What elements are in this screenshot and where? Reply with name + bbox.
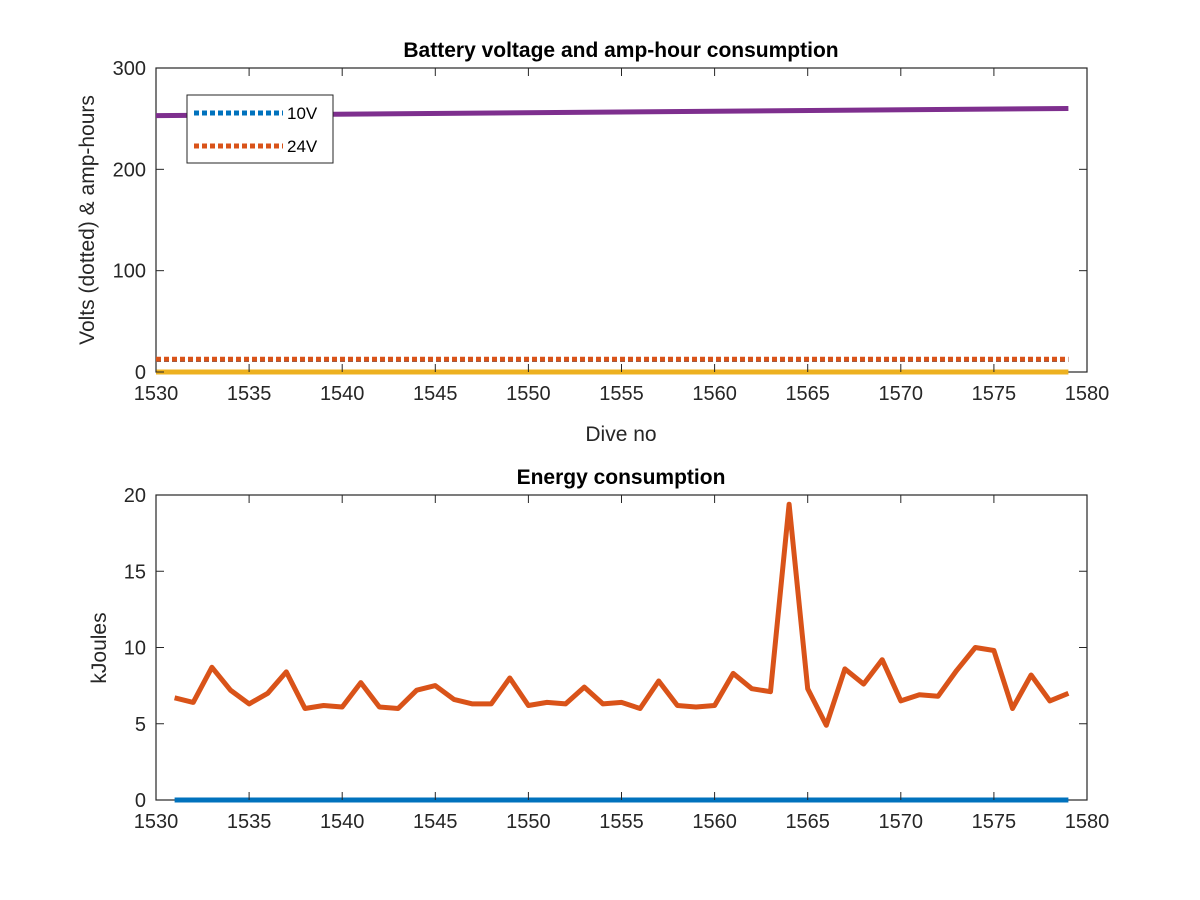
voltage-x-tick-label: 1565: [785, 383, 830, 405]
voltage-x-tick-label: 1575: [972, 383, 1017, 405]
voltage-x-tick-label: 1580: [1065, 383, 1110, 405]
energy-chart-title: Energy consumption: [517, 466, 726, 489]
energy-ticks: 1530 1535 1540 1545 1550 1555 1560 1565 1570 1575…: [124, 485, 1110, 833]
energy-x-tick-label: 1555: [599, 811, 644, 833]
energy-x-tick-label: 1540: [320, 811, 365, 833]
voltage-x-tick-label: 1545: [413, 383, 458, 405]
energy-x-tick-label: 1575: [972, 811, 1017, 833]
legend-box: [186, 94, 334, 164]
voltage-x-tick-label: 1535: [227, 383, 272, 405]
voltage-x-tick-label: 1530: [134, 383, 179, 405]
energy-y-tick-label: 10: [124, 638, 146, 660]
voltage-y-tick-label: 200: [113, 159, 146, 181]
energy-y-tick-label: 15: [124, 561, 146, 583]
energy-x-tick-label: 1580: [1065, 811, 1110, 833]
energy-y-tick-label: 0: [135, 790, 146, 812]
voltage-x-tick-label: 1550: [506, 383, 551, 405]
energy-x-tick-label: 1560: [692, 811, 737, 833]
voltage-y-tick-label: 0: [135, 362, 146, 384]
legend-label-10v: 10V: [287, 104, 318, 123]
voltage-x-tick-label: 1555: [599, 383, 644, 405]
voltage-x-tick-label: 1540: [320, 383, 365, 405]
voltage-chart: 1530 1535 1540 1545 1550 1555 1560 1565 1570 1575…: [76, 39, 1109, 446]
energy-y-tick-label: 5: [135, 714, 146, 736]
energy-y-axis-label: kJoules: [88, 612, 111, 683]
voltage-legend: 10V 24V: [186, 94, 334, 164]
energy-x-tick-label: 1545: [413, 811, 458, 833]
voltage-y-axis-label: Volts (dotted) & amp-hours: [76, 95, 99, 345]
energy-series-1-line: [173, 501, 1070, 728]
legend-label-24v: 24V: [287, 137, 318, 156]
energy-x-tick-label: 1550: [506, 811, 551, 833]
voltage-chart-title: Battery voltage and amp-hour consumption: [403, 39, 838, 62]
voltage-x-tick-label: 1560: [692, 383, 737, 405]
energy-y-tick-label: 20: [124, 485, 146, 507]
energy-x-tick-label: 1530: [134, 811, 179, 833]
voltage-ticks: 1530 1535 1540 1545 1550 1555 1560 1565 1570 1575…: [113, 58, 1110, 405]
voltage-x-axis-label: Dive no: [585, 423, 656, 446]
energy-x-tick-label: 1570: [879, 811, 924, 833]
voltage-y-tick-label: 300: [113, 58, 146, 80]
voltage-x-tick-label: 1570: [879, 383, 924, 405]
energy-chart: 1530 1535 1540 1545 1550 1555 1560 1565 1570 1575…: [88, 466, 1109, 833]
voltage-y-tick-label: 100: [113, 261, 146, 283]
energy-x-tick-label: 1565: [785, 811, 830, 833]
energy-x-tick-label: 1535: [227, 811, 272, 833]
